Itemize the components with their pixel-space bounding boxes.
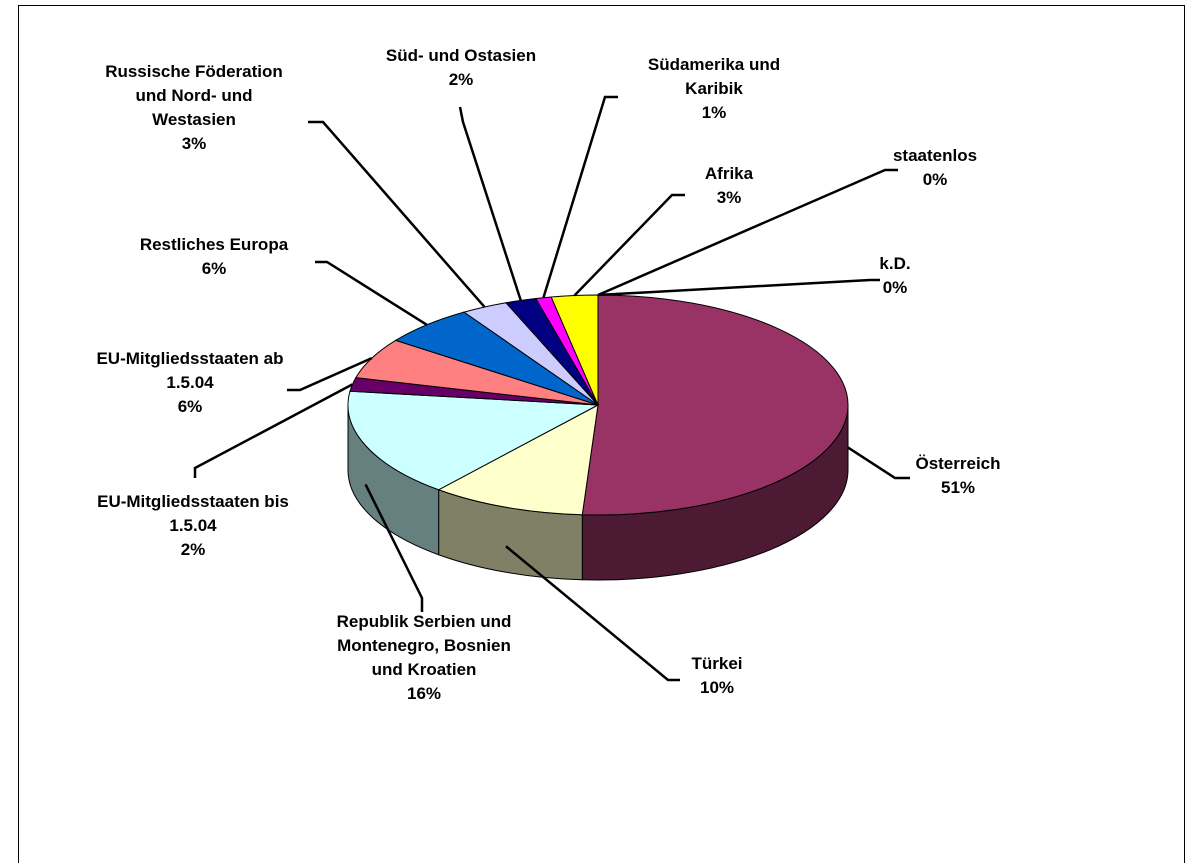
leader-line — [597, 168, 898, 297]
slice — [347, 390, 600, 491]
slice-label: Südamerika und Karibik 1% — [619, 53, 809, 125]
category-name: Süd- und Ostasien — [385, 46, 537, 65]
value-label: 0% — [922, 170, 948, 189]
slice-label: Russische Föderation und Nord- und Westa… — [94, 60, 294, 156]
category-name: Südamerika und Karibik — [647, 55, 781, 98]
value-label: 6% — [177, 397, 203, 416]
value-label: 3% — [716, 188, 742, 207]
leader-line — [287, 357, 373, 392]
slice-label: Restliches Europa 6% — [99, 233, 329, 281]
leader-line — [597, 278, 880, 297]
leader-line — [193, 383, 354, 478]
category-name: staatenlos — [892, 146, 978, 165]
leader-line — [847, 446, 910, 480]
slice — [437, 404, 599, 516]
value-label: 0% — [882, 278, 908, 297]
category-name: Türkei — [691, 654, 743, 673]
leader-line — [308, 120, 486, 308]
leader-line — [458, 106, 522, 301]
category-name: Russische Föderation und Nord- und Westa… — [105, 62, 283, 129]
leader-line — [364, 483, 424, 612]
leader-line — [573, 193, 685, 297]
value-label: 51% — [940, 478, 976, 497]
value-label: 3% — [181, 134, 207, 153]
value-label: 2% — [448, 70, 474, 89]
category-name: EU-Mitgliedsstaaten bis 1.5.04 — [97, 492, 289, 535]
value-label: 16% — [406, 684, 442, 703]
leader-line — [505, 545, 680, 682]
value-label: 1% — [701, 103, 727, 122]
slice-label: Süd- und Ostasien 2% — [346, 44, 576, 92]
category-name: EU-Mitgliedsstaaten ab 1.5.04 — [96, 349, 284, 392]
value-label: 2% — [180, 540, 206, 559]
value-label: 10% — [699, 678, 735, 697]
leader-line — [315, 260, 428, 326]
category-name: Österreich — [915, 454, 1001, 473]
slice-label: EU-Mitgliedsstaaten ab 1.5.04 6% — [75, 347, 305, 419]
slice-label: k.D. 0% — [845, 252, 945, 300]
value-label: 6% — [201, 259, 227, 278]
category-name: Afrika — [704, 164, 754, 183]
slice-label: EU-Mitgliedsstaaten bis 1.5.04 2% — [78, 490, 308, 562]
slice — [581, 294, 849, 516]
slice-label: Afrika 3% — [669, 162, 789, 210]
slice-label: staatenlos 0% — [865, 144, 1005, 192]
category-name: Republik Serbien und Montenegro, Bosnien… — [336, 612, 512, 679]
slice-label: Republik Serbien und Montenegro, Bosnien… — [324, 610, 524, 706]
category-name: Restliches Europa — [139, 235, 289, 254]
pie-walls — [347, 404, 849, 581]
category-name: k.D. — [879, 254, 911, 273]
slice-label: Türkei 10% — [657, 652, 777, 700]
slice-label: Österreich 51% — [858, 452, 1058, 500]
leader-line — [542, 95, 618, 299]
